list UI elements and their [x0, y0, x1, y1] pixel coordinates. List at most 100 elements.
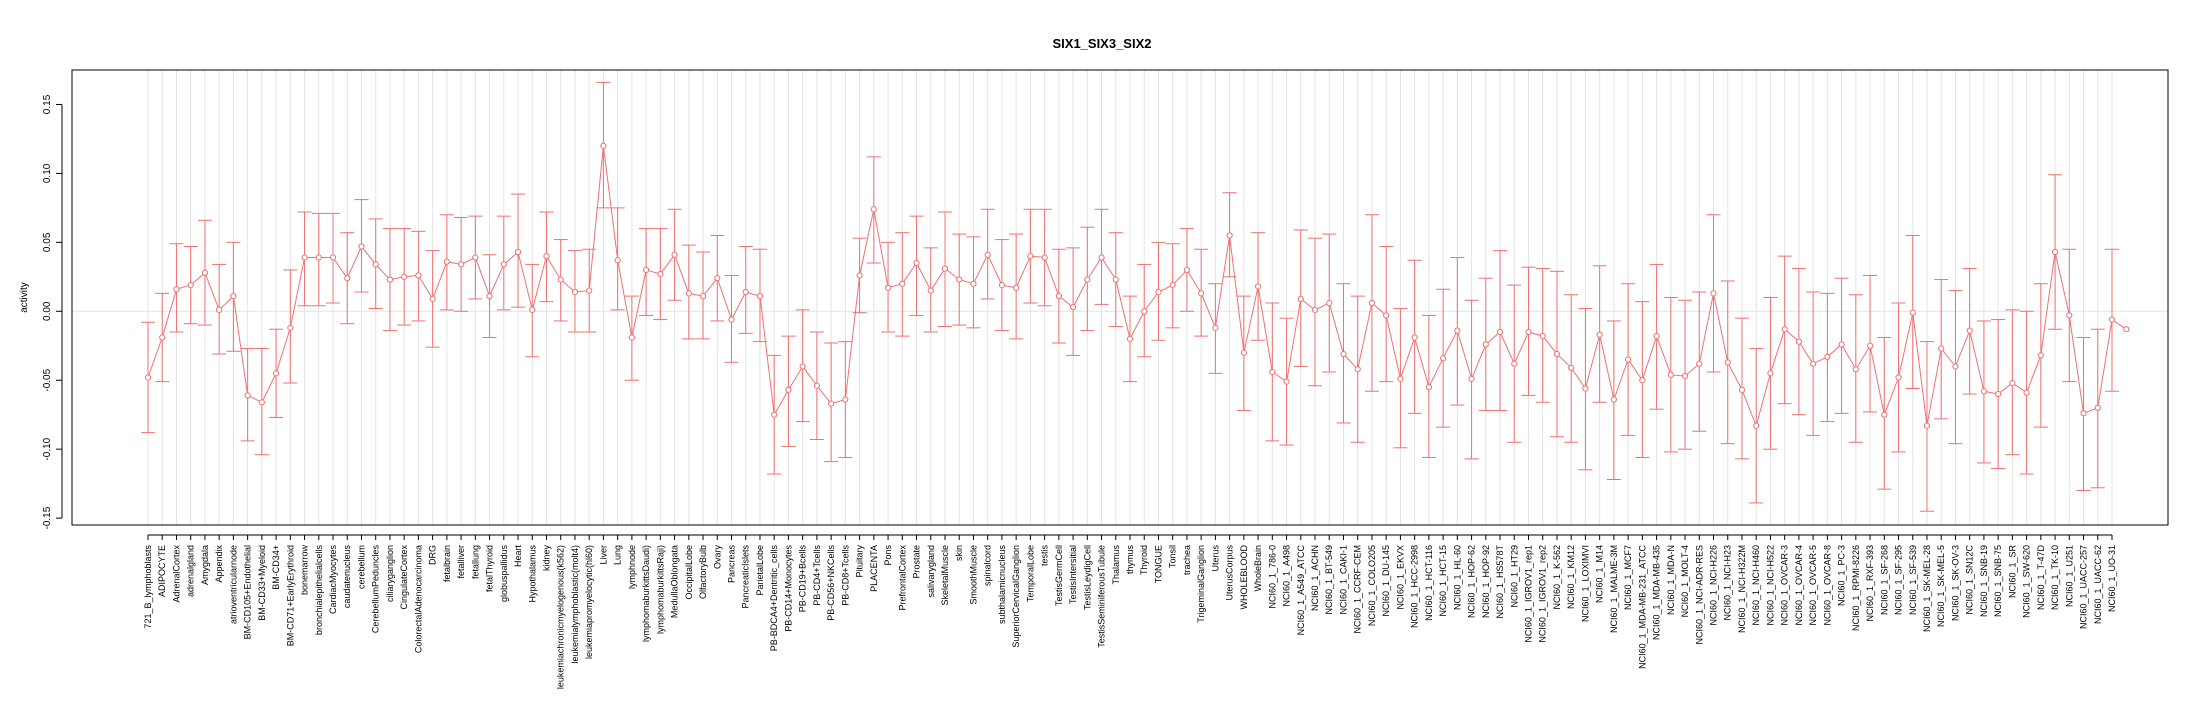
data-point	[1212, 324, 1219, 331]
x-tick-label: bonemarrow	[300, 545, 310, 596]
x-tick-label: WholeBrain	[1253, 545, 1263, 592]
x-tick-label: Liver	[598, 545, 608, 565]
x-tick-label: Pancreas	[727, 545, 737, 584]
x-tick-label: AdrenalCortex	[171, 545, 181, 603]
x-tick-label: SmoothMuscle	[968, 545, 978, 605]
x-tick-label: testis	[1040, 545, 1050, 567]
data-point	[1909, 309, 1916, 316]
x-tick-label: BM-CD105+Endothelial	[243, 545, 253, 639]
x-tick-label: NCI60_1_HCC-2998	[1410, 545, 1420, 628]
data-point	[1269, 368, 1276, 376]
data-point	[1027, 253, 1034, 260]
data-point	[159, 334, 166, 341]
x-tick-label: leukemiachronicmyelogenous(k562)	[556, 545, 566, 689]
data-point	[771, 411, 778, 418]
data-point	[799, 363, 806, 370]
data-point	[1112, 276, 1119, 283]
x-tick-label: fetallung	[470, 545, 480, 579]
data-point	[329, 254, 337, 261]
data-point	[1881, 411, 1888, 418]
x-tick-label: TestisLeydigCell	[1082, 545, 1092, 610]
x-tick-label: NCI60_1_SK-MEL-28	[1922, 545, 1932, 632]
chart-title: SIX1_SIX3_SIX2	[1052, 36, 1151, 51]
x-tick-label: NCI60_1_TK-10	[2050, 545, 2060, 610]
data-point	[2009, 379, 2016, 387]
x-tick-label: NCI60_1_MALME-3M	[1609, 545, 1619, 633]
data-point	[1639, 377, 1646, 384]
y-tick-label: 0.15	[42, 94, 53, 114]
y-tick-label: -0.05	[42, 368, 53, 391]
x-tick-label: skin	[954, 545, 964, 561]
x-tick-label: NCI60_1_SK-MEL-5	[1936, 545, 1946, 627]
data-point	[1952, 363, 1959, 370]
x-tick-label: cerebellum	[356, 545, 366, 589]
x-tick-label: NCI60_1_OVCAR-8	[1822, 545, 1832, 626]
x-tick-label: BM-CD33+Myeloid	[257, 545, 267, 621]
x-tick-label: Hypothalamus	[527, 545, 537, 603]
data-point	[173, 286, 180, 293]
x-tick-label: ColorectalAdenocarcinoma	[413, 545, 423, 653]
data-point	[258, 399, 265, 406]
data-point	[1283, 378, 1290, 385]
x-tick-label: NCI60_1_COLO205	[1367, 545, 1377, 626]
data-point	[1738, 386, 1746, 393]
data-point	[216, 306, 223, 314]
data-point	[600, 142, 607, 149]
data-point	[2051, 248, 2059, 256]
data-point	[927, 287, 934, 294]
x-tick-label: spinalcord	[983, 545, 993, 586]
x-tick-label: Lung	[613, 545, 623, 565]
data-point	[372, 261, 379, 268]
data-point	[529, 306, 536, 314]
data-point	[571, 288, 579, 296]
data-point	[2123, 326, 2130, 333]
x-tick-label: 721_B_lymphoblasts	[143, 545, 153, 629]
data-point	[472, 254, 479, 261]
data-point	[657, 270, 664, 278]
data-point	[1368, 299, 1376, 307]
data-point	[543, 253, 550, 260]
x-tick-label: NCI60_1_HT29	[1509, 545, 1519, 608]
x-tick-label: Ovary	[712, 545, 722, 570]
data-point	[970, 280, 977, 287]
data-point	[1995, 390, 2002, 398]
data-point	[1311, 306, 1319, 314]
data-point	[1496, 328, 1504, 336]
x-tick-label: NCI60_1_NCI-H522	[1765, 545, 1775, 626]
y-tick-label: 0.10	[42, 163, 53, 183]
data-point	[1069, 304, 1077, 311]
data-point	[1610, 396, 1617, 403]
error-bar	[1066, 247, 1081, 356]
x-tick-label: NCI60_1_EKVX	[1395, 545, 1405, 610]
data-point	[244, 392, 251, 399]
x-tick-label: PB-CD4+Tcells	[812, 545, 822, 606]
x-tick-label: UterusCorpus	[1225, 545, 1235, 601]
data-point	[884, 284, 892, 291]
x-tick-label: fetalThyroid	[485, 545, 495, 592]
x-tick-label: PB-BDCA4+Dentritic_cells	[769, 545, 779, 652]
x-tick-label: fetalliver	[456, 545, 466, 579]
data-point	[1724, 359, 1731, 366]
x-tick-label: PLACENTA	[869, 545, 879, 592]
data-point	[344, 275, 351, 282]
x-tick-label: NCI60_1_UACC-62	[2093, 545, 2103, 624]
x-tick-label: Uterus	[1210, 545, 1220, 572]
x-tick-label: NCI60_1_SNB-75	[1993, 545, 2003, 617]
x-tick-label: Amygdala	[200, 545, 210, 585]
x-tick-label: Thalamus	[1111, 545, 1121, 585]
x-tick-label: NCI60_1_SW-620	[2022, 545, 2032, 618]
data-point	[443, 258, 450, 265]
data-point	[415, 272, 422, 279]
data-point	[685, 290, 692, 297]
x-tick-label: NCI60_1_A549_ATCC	[1296, 545, 1306, 636]
y-tick-label: 0.00	[42, 301, 53, 321]
x-tick-label: atrioventricularnode	[228, 545, 238, 624]
x-tick-label: NCI60_1_HCT-116	[1424, 545, 1434, 621]
x-tick-label: TONGUE	[1153, 545, 1163, 583]
x-tick-label: TemporalLobe	[1025, 545, 1035, 602]
data-point	[1454, 327, 1461, 334]
x-axis: 721_B_lymphoblasts ADIPOCYTE AdrenalCortex…	[143, 534, 2117, 689]
data-point	[1681, 372, 1689, 380]
x-tick-label: NCI60_1_KM12	[1566, 545, 1576, 609]
